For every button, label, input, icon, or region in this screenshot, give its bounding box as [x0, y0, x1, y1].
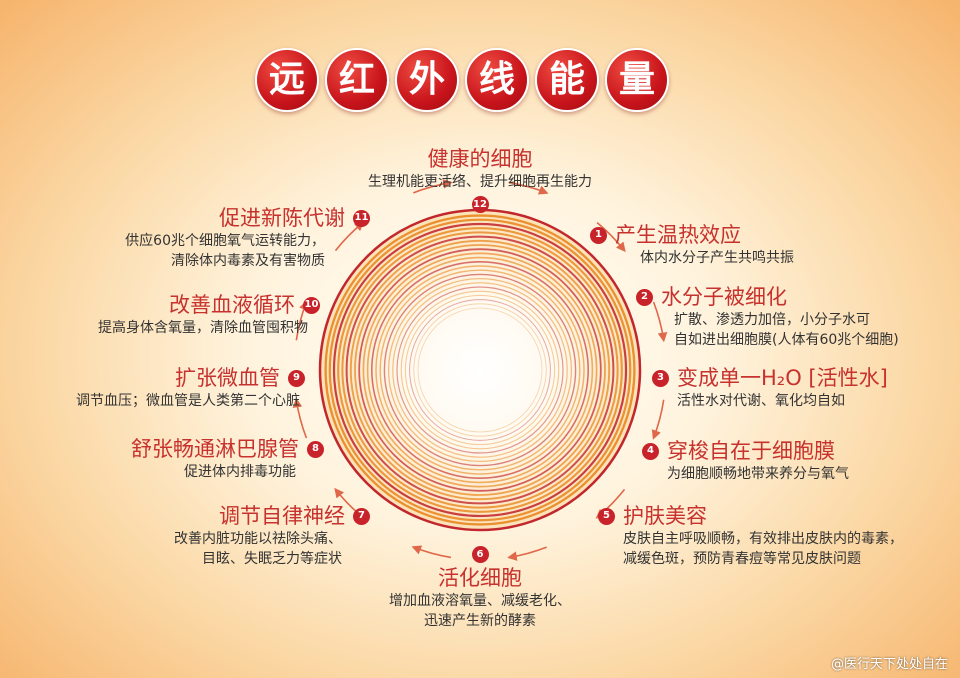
step-11-desc-2: 清除体内毒素及有害物质 — [171, 253, 325, 269]
step-8-desc-1: 促进体内排毒功能 — [184, 464, 296, 480]
cycle-arrow — [292, 397, 308, 439]
title-char-6: 量 — [605, 48, 669, 112]
step-11-heading: 促进新陈代谢 — [219, 206, 345, 230]
step-4-badge: 4 — [642, 442, 659, 460]
step-4: 4 穿梭自在于细胞膜 为细胞顺畅地带来养分与氧气 — [642, 438, 849, 484]
step-6: 6 活化细胞 增加血液溶氧量、减缓老化、 迅速产生新的酵素 — [300, 546, 660, 631]
step-5-badge: 5 — [598, 507, 615, 525]
step-1: 1 产生温热效应 体内水分子产生共鸣共振 — [590, 222, 794, 268]
step-2-badge: 2 — [636, 288, 653, 306]
ring — [375, 265, 585, 475]
ring — [392, 282, 568, 458]
title-char-1: 远 — [255, 48, 319, 112]
step-2-desc-2: 自如进出细胞膜(人体有60兆个细胞) — [674, 332, 899, 348]
step-1-desc-1: 体内水分子产生共鸣共振 — [640, 250, 794, 266]
step-6-badge: 6 — [471, 546, 489, 563]
cycle-arrow — [413, 179, 453, 194]
title-banner: 远 红 外 线 能 量 — [255, 48, 669, 112]
step-7-heading: 调节自律神经 — [219, 504, 345, 528]
cycle-arrow — [651, 399, 665, 440]
step-12: 健康的细胞 生理机能更活络、提升细胞再生能力 12 — [300, 146, 660, 213]
ring — [371, 261, 589, 479]
step-6-desc-1: 增加血液溶氧量、减缓老化、 — [389, 593, 571, 609]
ring — [413, 303, 547, 437]
step-11-desc-1: 供应60兆个细胞氧气运转能力， — [125, 233, 325, 249]
step-9: 扩张微血管 9 调节血压；微血管是人类第二个心脏 — [76, 365, 305, 411]
ring — [341, 231, 619, 509]
ring — [404, 294, 556, 446]
ring — [379, 269, 581, 471]
step-11: 促进新陈代谢 11 供应60兆个细胞氧气运转能力， 清除体内毒素及有害物质 — [125, 205, 370, 271]
watermark: @医行天下处处自在 — [830, 657, 948, 672]
step-3-heading: 变成单一H₂O [活性水] — [677, 366, 888, 390]
step-2-desc-1: 扩散、渗透力加倍，小分子水可 — [674, 312, 870, 328]
step-10-heading: 改善血液循环 — [169, 293, 295, 317]
title-char-3: 外 — [395, 48, 459, 112]
ring — [328, 218, 632, 522]
title-char-4: 线 — [465, 48, 529, 112]
ring — [387, 277, 573, 463]
step-9-heading: 扩张微血管 — [175, 366, 280, 390]
step-10-desc-1: 提高身体含氧量，清除血管囤积物 — [98, 320, 308, 336]
step-9-badge: 9 — [288, 369, 305, 387]
step-10-badge: 10 — [303, 296, 320, 314]
ring — [332, 222, 628, 518]
ring — [366, 256, 594, 484]
title-char-2: 红 — [325, 48, 389, 112]
ring — [324, 214, 636, 526]
step-10: 改善血液循环 10 提高身体含氧量，清除血管囤积物 — [98, 292, 320, 338]
cycle-arrow — [652, 301, 668, 343]
ring — [345, 235, 615, 505]
step-7-badge: 7 — [353, 507, 370, 525]
ring — [409, 299, 551, 441]
ring — [354, 244, 606, 496]
cycle-arrow — [595, 488, 626, 519]
ring — [358, 248, 602, 492]
ring — [396, 286, 564, 454]
cycle-arrow — [411, 545, 452, 559]
step-11-badge: 11 — [353, 209, 370, 227]
step-6-desc-2: 迅速产生新的酵素 — [424, 613, 536, 629]
step-1-badge: 1 — [590, 226, 607, 244]
step-8-badge: 8 — [307, 440, 324, 458]
step-9-desc-1: 调节血压；微血管是人类第二个心脏 — [76, 393, 300, 409]
step-8-heading: 舒张畅通淋巴腺管 — [131, 437, 299, 461]
ring — [362, 252, 598, 488]
ring — [337, 227, 623, 513]
step-7-desc-2: 目眩、失眠乏力等症状 — [202, 551, 342, 567]
ring — [383, 273, 577, 467]
step-3-desc-1: 活性水对代谢、氧化均自如 — [677, 393, 845, 409]
step-7: 调节自律神经 7 改善内脏功能以祛除头痛、 目眩、失眠乏力等症状 — [174, 503, 370, 569]
concentric-rings — [318, 208, 642, 532]
step-12-badge: 12 — [471, 196, 489, 213]
cycle-arrow — [596, 221, 626, 253]
step-4-desc-1: 为细胞顺畅地带来养分与氧气 — [667, 466, 849, 482]
step-12-desc-1: 生理机能更活络、提升细胞再生能力 — [368, 174, 592, 190]
step-4-heading: 穿梭自在于细胞膜 — [667, 439, 835, 463]
cycle-arrow — [507, 546, 547, 561]
step-5-desc-2: 减缓色斑，预防青春痘等常见皮肤问题 — [623, 551, 861, 567]
step-3: 3 变成单一H₂O [活性水] 活性水对代谢、氧化均自如 — [652, 365, 888, 411]
step-3-badge: 3 — [652, 369, 669, 387]
ring — [400, 290, 560, 450]
title-char-5: 能 — [535, 48, 599, 112]
ring — [417, 307, 543, 433]
ring — [349, 239, 611, 501]
step-1-heading: 产生温热效应 — [615, 223, 741, 247]
step-2-heading: 水分子被细化 — [661, 285, 787, 309]
step-8: 舒张畅通淋巴腺管 8 促进体内排毒功能 — [131, 436, 324, 482]
step-5-heading: 护肤美容 — [623, 504, 707, 528]
step-5-desc-1: 皮肤自主呼吸顺畅，有效排出皮肤内的毒素， — [623, 531, 903, 547]
step-12-heading: 健康的细胞 — [427, 147, 533, 171]
step-7-desc-1: 改善内脏功能以祛除头痛、 — [174, 531, 342, 547]
cycle-arrow — [508, 181, 549, 195]
step-5: 5 护肤美容 皮肤自主呼吸顺畅，有效排出皮肤内的毒素， 减缓色斑，预防青春痘等常… — [598, 503, 903, 569]
step-2: 2 水分子被细化 扩散、渗透力加倍，小分子水可 自如进出细胞膜(人体有60兆个细… — [636, 284, 899, 350]
step-6-heading: 活化细胞 — [438, 566, 522, 590]
